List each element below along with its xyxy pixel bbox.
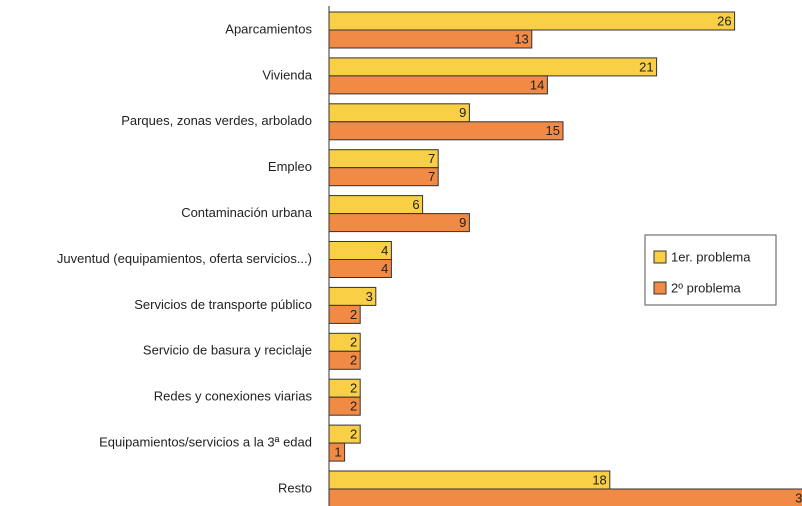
legend-swatch	[653, 250, 667, 264]
data-label: 2	[350, 307, 357, 322]
data-label: 4	[381, 261, 388, 276]
legend-box	[644, 234, 777, 306]
y-tick-label: Juventud (equipamientos, oferta servicio…	[57, 251, 312, 266]
data-label: 7	[428, 151, 435, 166]
data-label: 14	[530, 77, 544, 92]
data-label: 4	[381, 243, 388, 258]
bar	[328, 195, 424, 215]
bar	[328, 57, 658, 77]
y-tick-label: Parques, zonas verdes, arbolado	[121, 113, 312, 128]
data-label: 2	[350, 353, 357, 368]
y-tick-label: Aparcamientos	[225, 21, 312, 36]
bar	[328, 75, 548, 95]
bar	[328, 470, 611, 490]
data-label: 21	[639, 59, 653, 74]
bar	[328, 11, 736, 31]
y-tick-label: Servicio de basura y reciclaje	[143, 343, 312, 358]
bar	[328, 103, 470, 123]
y-tick-label: Resto	[278, 480, 312, 495]
bar	[328, 149, 439, 169]
data-label: 2	[350, 335, 357, 350]
legend-swatch	[653, 281, 667, 295]
data-label: 1	[334, 445, 341, 460]
data-label: 2	[350, 381, 357, 396]
bar	[328, 213, 470, 233]
data-label: 2	[350, 427, 357, 442]
legend-label: 2º problema	[671, 280, 742, 295]
y-tick-label: Empleo	[268, 159, 312, 174]
legend: 1er. problema 2º problema	[644, 234, 777, 306]
data-label: 18	[592, 472, 606, 487]
legend-label: 1er. problema	[671, 249, 751, 264]
y-tick-label: Equipamientos/servicios a la 3ª edad	[99, 435, 312, 450]
data-label: 15	[546, 123, 560, 138]
bar	[328, 121, 564, 141]
bar	[328, 167, 439, 187]
data-label: 26	[717, 13, 731, 28]
data-label: 7	[428, 169, 435, 184]
data-label: 9	[459, 105, 466, 120]
bar	[328, 488, 802, 506]
data-label: 9	[459, 215, 466, 230]
data-label: 6	[412, 197, 419, 212]
y-tick-label: Servicios de transporte público	[134, 297, 312, 312]
y-tick-label: Vivienda	[262, 67, 312, 82]
data-label: 31	[795, 490, 802, 505]
data-label: 13	[514, 31, 528, 46]
bar	[328, 29, 533, 49]
data-label: 2	[350, 399, 357, 414]
y-tick-label: Contaminación urbana	[181, 205, 313, 220]
data-label: 3	[366, 289, 373, 304]
y-tick-label: Redes y conexiones viarias	[154, 389, 313, 404]
